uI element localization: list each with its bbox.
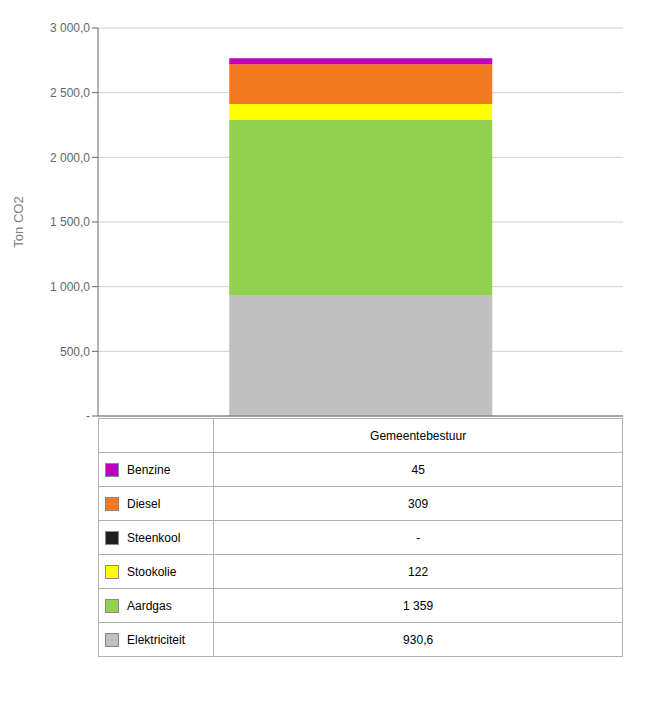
html-text:309: 309 [408,496,429,511]
html-text:45: 45 [411,462,425,477]
svg-text:500,0: 500,0 [60,345,90,359]
svg-text:1 000,0: 1 000,0 [50,280,90,294]
svg-text:Ton CO2: Ton CO2 [11,196,26,247]
html-text:Diesel: Diesel [127,496,161,511]
svg-text:-: - [86,409,90,418]
html-text:1 359: 1 359 [403,598,434,613]
svg-text:2 000,0: 2 000,0 [50,151,90,165]
html-text:Stookolie: Stookolie [127,564,177,579]
html-text:Elektriciteit: Elektriciteit [127,632,185,647]
html-text:Benzine: Benzine [127,462,171,477]
html-text:930,6: 930,6 [403,632,434,647]
svg-text:3 000,0: 3 000,0 [50,21,90,35]
html-text:Steenkool: Steenkool [127,530,181,545]
svg-text:2 500,0: 2 500,0 [50,86,90,100]
html-text:Gemeentebestuur: Gemeentebestuur [370,428,467,443]
html-text:122: 122 [408,564,429,579]
svg-text:1 500,0: 1 500,0 [50,215,90,229]
html-text:Aardgas: Aardgas [127,598,172,613]
